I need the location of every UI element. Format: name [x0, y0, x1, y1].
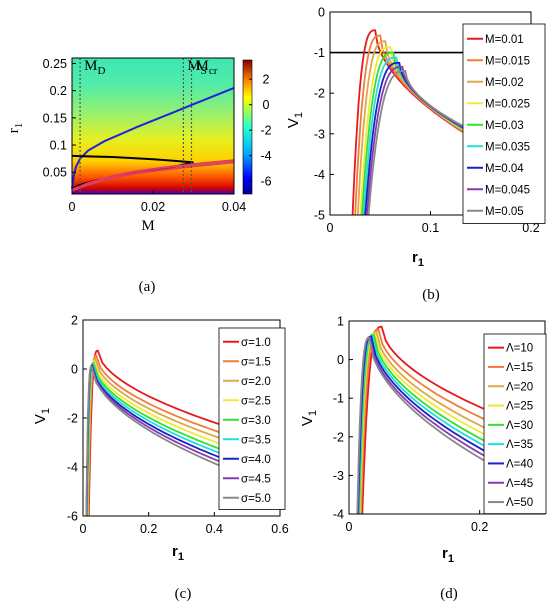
y-tick-label: 0.1	[50, 139, 67, 153]
y-tick-label: -3	[333, 469, 344, 483]
x-tick-label: 0.02	[141, 200, 165, 214]
y-tick-label: -5	[314, 209, 325, 223]
legend-label: M=0.02	[485, 77, 524, 89]
legend-label: Λ=10	[506, 343, 533, 355]
y-tick-label: -4	[314, 168, 325, 182]
y-axis-label: V1	[299, 410, 319, 426]
legend-label: Λ=25	[506, 401, 533, 413]
panel-b: 0 0.1 0.2 0 -1 -2 -3 -4 -5 M=0.01 M=0.015 M=0.02 M=0…	[285, 6, 546, 303]
y-axis-label: V1	[32, 408, 52, 424]
x-tick-label: 0	[327, 221, 334, 235]
colorbar-tick-label: -6	[260, 175, 271, 189]
boundary-curve	[71, 161, 235, 192]
y-tick-label: -1	[314, 46, 325, 60]
y-tick-label: 0	[318, 6, 325, 20]
panel-caption: (a)	[139, 279, 156, 295]
legend-label: Λ=15	[506, 362, 533, 374]
x-tick-label: 0	[346, 520, 353, 534]
colorbar	[242, 59, 253, 195]
y-tick-label: -3	[314, 127, 325, 141]
x-tick-label: 0.04	[222, 200, 246, 214]
y-axis-label: V1	[285, 112, 305, 128]
panel-caption: (c)	[175, 586, 192, 602]
legend-label: σ=1.0	[241, 337, 271, 349]
legend-label: M=0.045	[485, 184, 530, 196]
legend-label: Λ=40	[506, 458, 533, 470]
heatmap-field	[72, 58, 234, 194]
panel-caption: (b)	[422, 287, 440, 303]
legend-label: M=0.04	[485, 163, 524, 175]
y-tick-label: 0.15	[43, 111, 67, 125]
legend-label: Λ=50	[506, 497, 533, 509]
y-tick-label: 0	[337, 353, 344, 367]
y-tick-label: 1	[337, 315, 344, 329]
y-tick-label: -2	[314, 87, 325, 101]
x-tick-label: 0.6	[271, 522, 288, 536]
x-tick-label: 0.2	[140, 522, 157, 536]
colorbar-tick-label: -2	[260, 124, 271, 138]
series-group	[330, 29, 531, 215]
y-tick-label: 2	[71, 314, 78, 328]
x-axis-label: r1	[412, 249, 424, 269]
legend-label: M=0.015	[485, 55, 530, 67]
threshold-label: MD	[84, 58, 105, 77]
boundary-curve	[71, 159, 235, 191]
x-tick-label: 0	[69, 200, 76, 214]
x-tick-label: 0.2	[522, 221, 539, 235]
legend-label: M=0.01	[485, 34, 524, 46]
panel-c: 0 0.2 0.4 0.6 2 0 -2 -4 -6 σ=1.0 σ=1.5 σ=2.0 σ=2.5 σ=…	[32, 314, 289, 603]
legend-label: M=0.035	[485, 141, 530, 153]
colorbar-tick-label: 0	[263, 98, 270, 112]
legend-label: σ=3.0	[241, 415, 271, 427]
boundary-curve	[71, 86, 235, 189]
x-axis-label: r1	[442, 545, 454, 565]
y-tick-label: -1	[333, 392, 344, 406]
x-tick-label: 0.4	[206, 522, 223, 536]
y-tick-label: -2	[67, 412, 78, 426]
y-tick-label: 0.2	[50, 84, 67, 98]
y-tick-label: -2	[333, 430, 344, 444]
panel-caption: (d)	[440, 586, 458, 602]
legend-label: σ=3.5	[241, 434, 271, 446]
legend-label: σ=4.0	[241, 454, 271, 466]
x-tick-label: 0.2	[471, 520, 488, 534]
boundary-curve	[71, 154, 194, 164]
legend-label: M=0.05	[485, 206, 524, 218]
legend-label: Λ=30	[506, 420, 533, 432]
legend-label: σ=4.5	[241, 473, 271, 485]
x-tick-label: 0	[80, 522, 87, 536]
legend-label: σ=2.0	[241, 376, 271, 388]
legend-label: σ=5.0	[241, 493, 271, 505]
panel-d: 0 0.2 1 0 -1 -2 -3 -4 Λ=10 Λ=15 Λ=20 Λ=25 Λ=30 Λ=35 Λ=…	[299, 315, 547, 602]
threshold-label: MS	[187, 58, 206, 77]
legend-label: M=0.03	[485, 120, 524, 132]
x-axis-label: M	[141, 218, 154, 234]
y-tick-label: -4	[333, 508, 344, 522]
legend-label: Λ=20	[506, 381, 533, 393]
y-tick-label: -6	[67, 510, 78, 524]
colorbar-tick-label: 2	[263, 73, 270, 87]
y-tick-label: -4	[67, 461, 78, 475]
y-tick-label: 0.05	[43, 166, 67, 180]
y-tick-label: 0	[71, 363, 78, 377]
legend-label: σ=1.5	[241, 356, 271, 368]
legend-label: Λ=45	[506, 478, 533, 490]
x-axis-label: r1	[172, 543, 184, 563]
y-axis-label: r1	[6, 123, 25, 134]
legend-label: M=0.025	[485, 98, 530, 110]
legend-label: σ=2.5	[241, 395, 271, 407]
series-line	[367, 70, 467, 215]
legend-label: Λ=35	[506, 439, 533, 451]
threshold-label: Mcr	[195, 58, 217, 77]
x-tick-label: 0.1	[422, 221, 439, 235]
y-tick-label: 0.25	[43, 57, 67, 71]
colorbar-tick-label: -4	[260, 149, 271, 163]
